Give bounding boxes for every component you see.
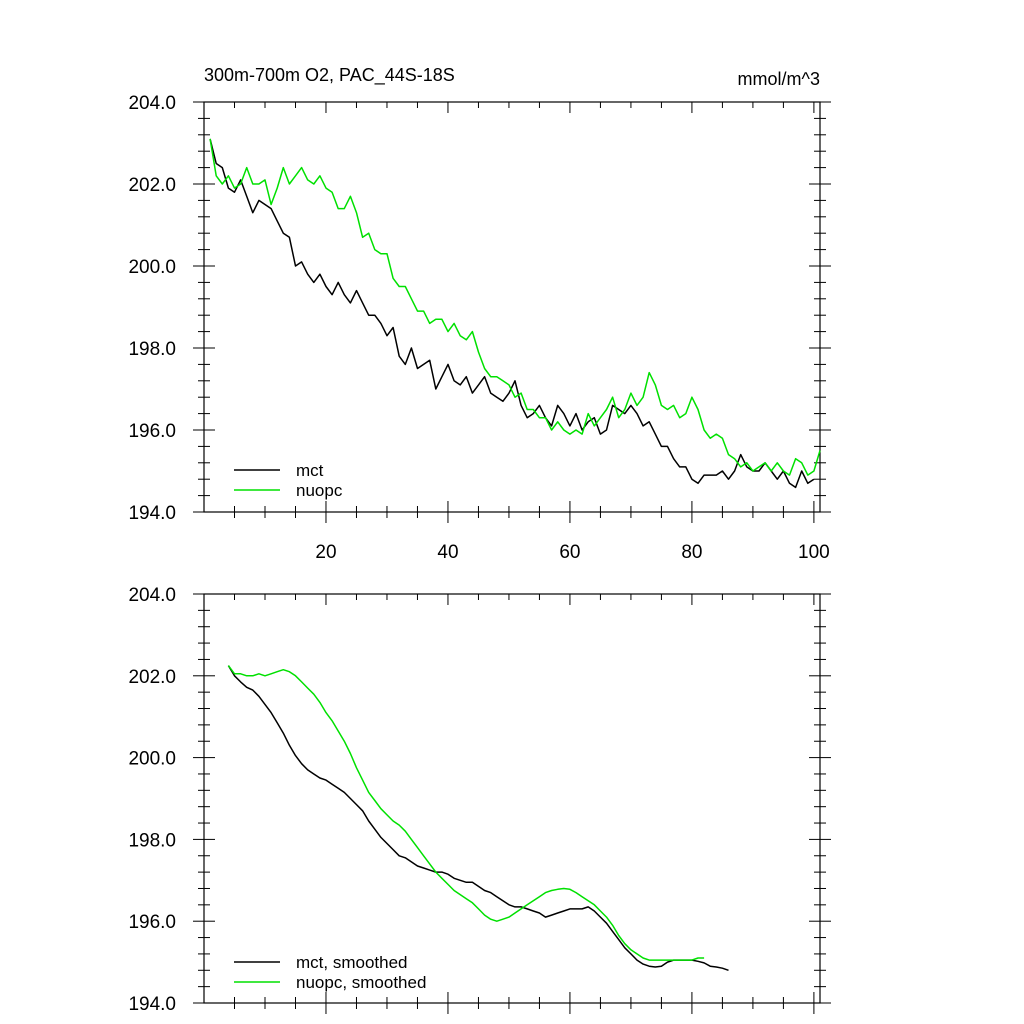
series-line-mct — [209, 138, 815, 489]
chart-panel-top: 194.0 196.0 198.0 200.0 202.0 204.0 20 40 60 80 10… — [128, 93, 831, 563]
legend-label: mct, smoothed — [296, 953, 408, 972]
chart-panel-bottom: 194.0 196.0 198.0 200.0 202.0 204.0 mct, smoot… — [128, 585, 831, 1015]
y-tick-label: 196.0 — [128, 421, 176, 442]
y-tick-label: 204.0 — [128, 93, 176, 114]
chart-title: 300m-700m O2, PAC_44S-18S — [204, 65, 455, 86]
x-tick-label: 100 — [798, 542, 830, 563]
legend-label: mct — [296, 461, 324, 480]
series-line-mct-smoothed — [227, 665, 729, 972]
series-line-nuopc — [209, 138, 821, 476]
y-tick-label: 194.0 — [128, 503, 176, 524]
y-tick-label: 200.0 — [128, 749, 176, 770]
y-tick-label: 202.0 — [128, 175, 176, 196]
plot-frame — [203, 101, 821, 513]
legend-label: nuopc, smoothed — [296, 973, 426, 992]
y-tick-label: 204.0 — [128, 585, 176, 606]
x-tick-label: 40 — [437, 542, 458, 563]
chart-units: mmol/m^3 — [738, 69, 820, 89]
y-tick-label: 200.0 — [128, 257, 176, 278]
plot-frame — [203, 593, 821, 1004]
x-tick-label: 20 — [315, 542, 336, 563]
y-tick-label: 196.0 — [128, 912, 176, 933]
legend-label: nuopc — [296, 481, 343, 500]
y-tick-label: 194.0 — [128, 994, 176, 1015]
y-tick-label: 198.0 — [128, 830, 176, 851]
series-line-nuopc-smoothed — [227, 665, 705, 961]
y-tick-label: 198.0 — [128, 339, 176, 360]
x-tick-label: 60 — [559, 542, 580, 563]
y-tick-label: 202.0 — [128, 667, 176, 688]
x-tick-label: 80 — [681, 542, 702, 563]
